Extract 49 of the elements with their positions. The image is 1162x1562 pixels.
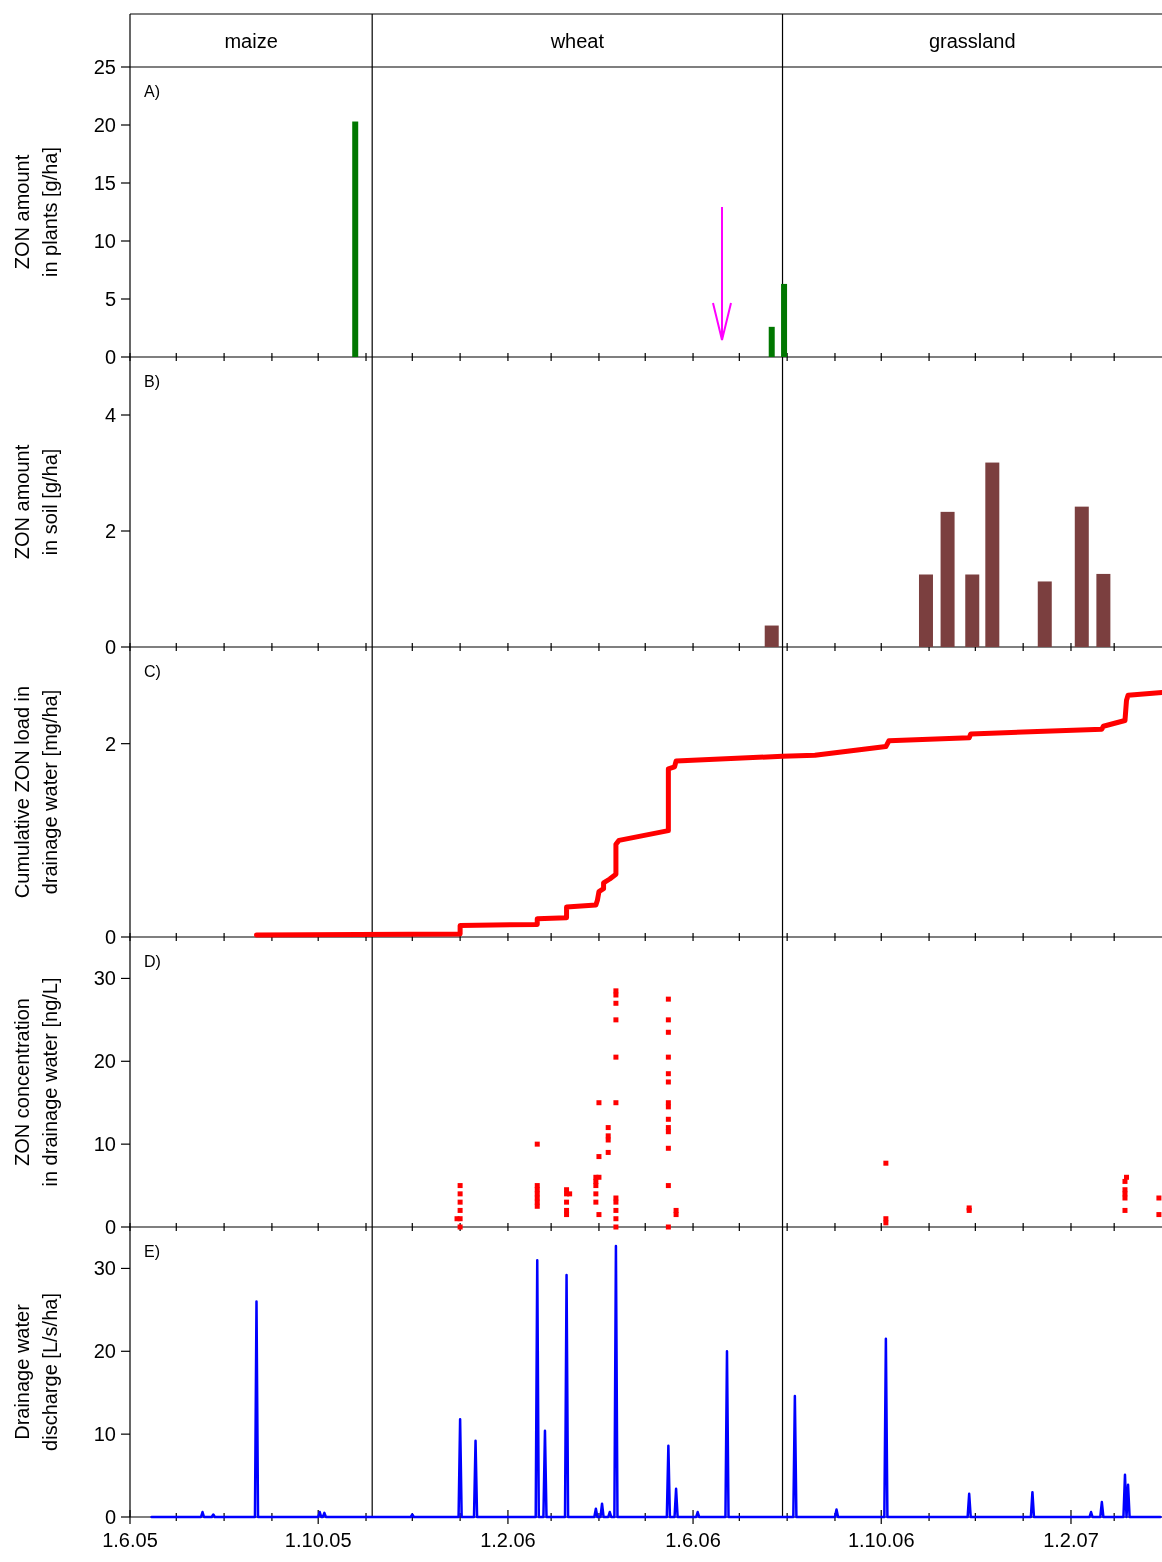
annotation: E)	[144, 1243, 160, 1260]
y-axis-title: ZON concentration in drainage water [ng/L]	[11, 977, 61, 1187]
annotation: C)	[144, 663, 161, 680]
x-tick-label: 1.6.06	[665, 1529, 721, 1551]
y-tick-label: 30	[93, 1257, 116, 1280]
annotation: A)	[144, 83, 160, 100]
y-axis-title: Cumulative ZON load in drainage water [mg/ha]	[11, 685, 61, 899]
bar	[352, 121, 359, 357]
y-axis-title: Drainage water discharge [L/s/ha]	[11, 1293, 61, 1451]
bar	[781, 283, 788, 357]
bar	[965, 574, 980, 647]
y-tick-label: 0	[104, 636, 116, 658]
annotation: B)	[144, 373, 160, 390]
bar	[1096, 573, 1111, 647]
y-tick-label: 0	[104, 1506, 116, 1528]
y-axis-title: ZON amount in soil [g/ha]	[11, 444, 61, 560]
bar	[985, 462, 1000, 647]
y-tick-label: 15	[93, 172, 116, 194]
text: wheat	[549, 29, 605, 52]
x-tick-label: 1.6.05	[102, 1529, 158, 1551]
y-tick-label: 20	[93, 1340, 116, 1363]
text: grassland	[928, 29, 1016, 52]
y-tick-label: 20	[93, 114, 116, 136]
y-tick-label: 10	[93, 1133, 116, 1156]
y-tick-label: 5	[104, 288, 116, 310]
annotation: D)	[144, 953, 161, 970]
bar	[918, 574, 933, 647]
y-tick-label: 30	[93, 967, 116, 990]
bar	[764, 625, 779, 647]
y-tick-label: 10	[93, 1423, 116, 1446]
x-tick-label: 1.2.06	[480, 1529, 536, 1551]
y-tick-label: 4	[104, 404, 116, 426]
y-tick-label: 0	[104, 1216, 116, 1238]
y-tick-label: 25	[93, 56, 116, 78]
x-tick-label: 1.10.06	[847, 1529, 915, 1551]
x-tick-label: 1.2.07	[1043, 1529, 1099, 1551]
bar	[1074, 506, 1089, 647]
bar	[940, 511, 955, 647]
y-tick-label: 0	[104, 346, 116, 368]
x-tick-label: 1.10.05	[284, 1529, 352, 1551]
y-axis-title: ZON amount in plants [g/ha]	[11, 146, 61, 278]
y-tick-label: 0	[104, 926, 116, 948]
bar	[1037, 581, 1052, 647]
y-tick-label: 10	[93, 230, 116, 252]
y-tick-label: 2	[104, 732, 116, 755]
y-tick-label: 20	[93, 1050, 116, 1073]
y-tick-label: 2	[104, 520, 116, 542]
bar	[768, 326, 775, 357]
text: maize	[224, 29, 278, 52]
